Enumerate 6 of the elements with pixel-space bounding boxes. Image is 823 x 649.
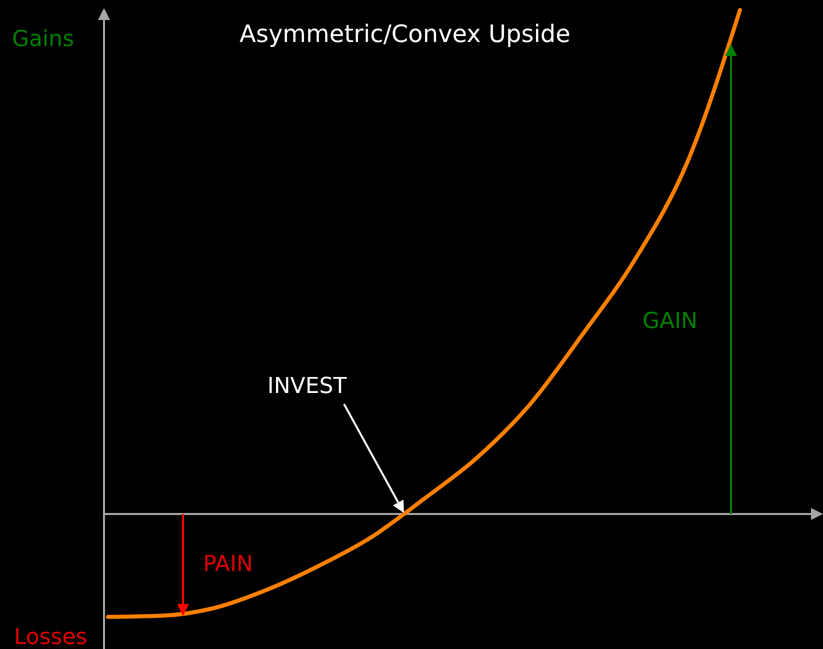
text: Gains [12,27,74,52]
annotation: PAIN [203,552,253,577]
annotation: INVEST [267,374,348,399]
chart-title: Asymmetric/Convex Upside [240,20,570,48]
text: Losses [14,625,88,649]
annotation: GAIN [642,309,698,334]
